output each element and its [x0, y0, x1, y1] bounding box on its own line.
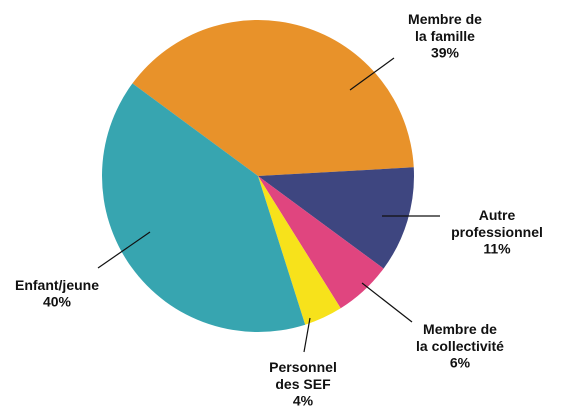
value-label: 11%	[483, 241, 511, 257]
slice-label: Membre de la collectivité	[416, 321, 504, 354]
slice-label: Autre professionnel	[451, 207, 543, 240]
leader-line	[349, 57, 395, 91]
slice-label: Membre de la famille	[408, 11, 482, 44]
pie-slice	[101, 83, 306, 333]
value-label: 39%	[431, 45, 460, 61]
leader-line	[303, 317, 311, 353]
pie-slice	[258, 167, 414, 269]
slice-label: Personnel des SEF	[269, 359, 337, 392]
value-label: 4%	[293, 393, 314, 409]
leader-line	[361, 282, 413, 323]
slice-label: Enfant/jeune	[15, 277, 99, 293]
pie-slice	[258, 176, 384, 309]
leader-line	[97, 231, 151, 269]
pie-slice	[258, 176, 341, 325]
value-label: 40%	[43, 294, 72, 310]
pie-slice	[132, 20, 414, 176]
value-label: 6%	[450, 355, 471, 371]
